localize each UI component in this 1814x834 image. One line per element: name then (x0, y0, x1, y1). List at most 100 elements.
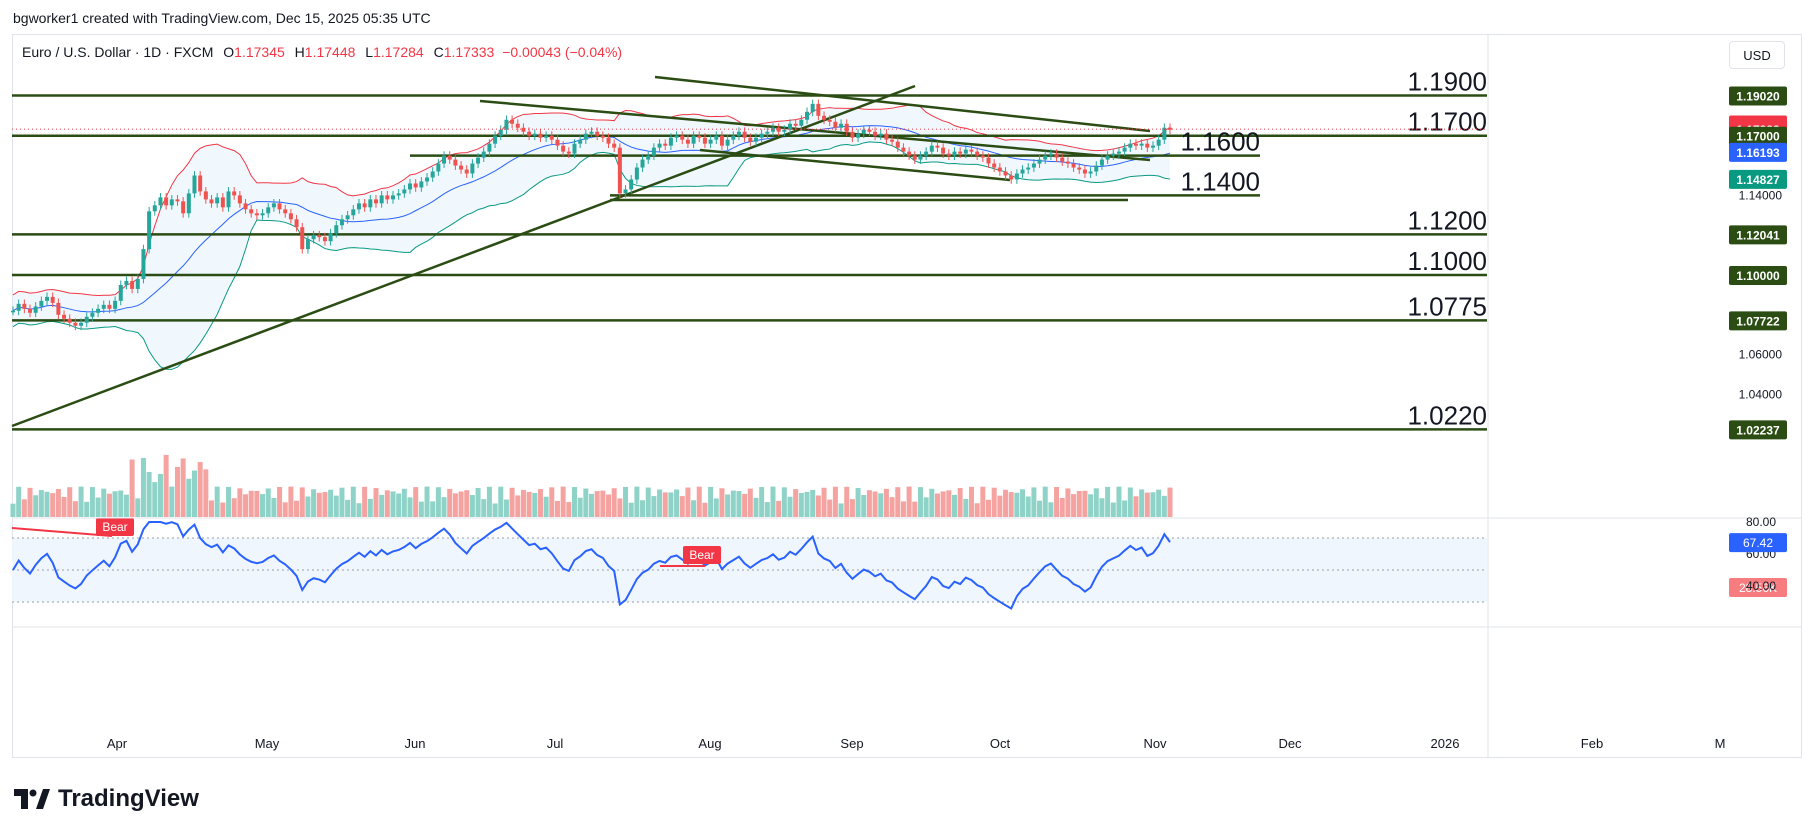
volume-bar (940, 491, 946, 517)
volume-bar (226, 486, 232, 517)
rsi-badge-bg (1729, 533, 1787, 553)
volume-bar (1161, 495, 1167, 517)
candle-body (33, 306, 38, 313)
rsi-badge-text: 67.42 (1743, 536, 1773, 550)
volume-bar (481, 499, 487, 517)
volume-bar (866, 490, 872, 517)
candle (555, 135, 560, 151)
horizontal-levels: 1.1900 1.1700 1.1600 1.1400 1.1200 1.1000 1.07… (12, 67, 1487, 431)
volume-bar (322, 492, 328, 517)
candle-body (702, 137, 707, 144)
level-label-2: 1.1600 (1180, 127, 1260, 157)
candle-body (1105, 155, 1110, 160)
candle (1150, 141, 1155, 153)
candle-body (538, 133, 543, 138)
volume-bar (889, 497, 895, 517)
volume-bar (316, 492, 322, 517)
candle-body (215, 197, 220, 204)
volume-bar (140, 457, 146, 517)
level-label-4: 1.1200 (1407, 205, 1487, 235)
candle (668, 133, 673, 151)
candle-body (1094, 165, 1099, 172)
candle (22, 299, 27, 314)
candle (890, 135, 895, 147)
brand-logo[interactable]: TradingView (14, 785, 199, 813)
volume-bar (458, 491, 464, 517)
candle (135, 274, 140, 294)
volume-bar (288, 486, 294, 517)
volume-bar (968, 486, 974, 517)
candle (788, 119, 793, 135)
symbol-title[interactable]: Euro / U.S. Dollar · 1D · FXCM (22, 44, 214, 60)
candle-body (1060, 157, 1065, 162)
currency-selector[interactable]: USD (1729, 41, 1785, 69)
candle-body (600, 135, 605, 138)
candle-body (186, 193, 191, 214)
volume-bar (396, 493, 402, 517)
high-value: 1.17448 (304, 44, 356, 60)
candle-body (833, 121, 838, 128)
volume-bar (537, 489, 543, 517)
volume-bar (243, 494, 249, 517)
close-label: C (433, 44, 444, 60)
volume-bar (815, 495, 821, 517)
candle-body (1054, 153, 1059, 158)
volume-bar (963, 498, 969, 517)
candle (237, 191, 242, 208)
chart-frame (12, 34, 1802, 758)
candle (294, 214, 299, 232)
volume-bar (713, 498, 719, 517)
candle (685, 135, 690, 149)
candle-body (464, 169, 469, 174)
candle (373, 195, 378, 208)
candle (708, 135, 713, 149)
candle-body (322, 237, 327, 242)
volume-bar (197, 462, 203, 517)
candle-body (685, 139, 690, 144)
candle-body (311, 235, 316, 240)
volume-bar (617, 498, 623, 517)
volume-bar (418, 501, 424, 517)
candle-body (753, 137, 758, 142)
candle (158, 193, 163, 210)
rsi-badge: 67.42 (1729, 533, 1787, 553)
candle-body (419, 181, 424, 188)
candle (561, 141, 566, 157)
candle-body (844, 123, 849, 132)
volume-bar (1093, 488, 1099, 517)
volume-bar (509, 487, 515, 517)
candle (776, 123, 781, 137)
candle (453, 155, 458, 170)
change-value: −0.00043 (−0.04%) (502, 44, 623, 60)
candle-body (861, 129, 866, 134)
volume-bar (146, 472, 152, 517)
candle (317, 230, 322, 242)
candle (1116, 147, 1121, 158)
volume-bar (367, 498, 373, 517)
candle-body (408, 183, 413, 190)
candle-body (572, 143, 577, 154)
time-axis-tick: Sep (840, 736, 863, 751)
candle-body (379, 195, 384, 204)
volume-bar (101, 488, 107, 517)
trendline-4 (699, 148, 1011, 182)
price-badge: 1.07722 (1729, 311, 1787, 331)
candle (1043, 151, 1048, 164)
candle-body (271, 203, 276, 208)
volume-bar (730, 490, 736, 517)
trendline-2 (654, 75, 1151, 133)
volume-bar (628, 502, 634, 517)
candle (124, 276, 129, 290)
volume-bar (1144, 492, 1150, 517)
candle (986, 153, 991, 168)
candle (878, 129, 883, 141)
volume-bar (498, 486, 504, 517)
candle-body (742, 131, 747, 138)
candle-body (169, 199, 174, 206)
volume-bar (339, 487, 345, 517)
candle (873, 127, 878, 141)
candle-body (697, 135, 702, 138)
candle-body (1150, 145, 1155, 148)
candle (260, 208, 265, 220)
